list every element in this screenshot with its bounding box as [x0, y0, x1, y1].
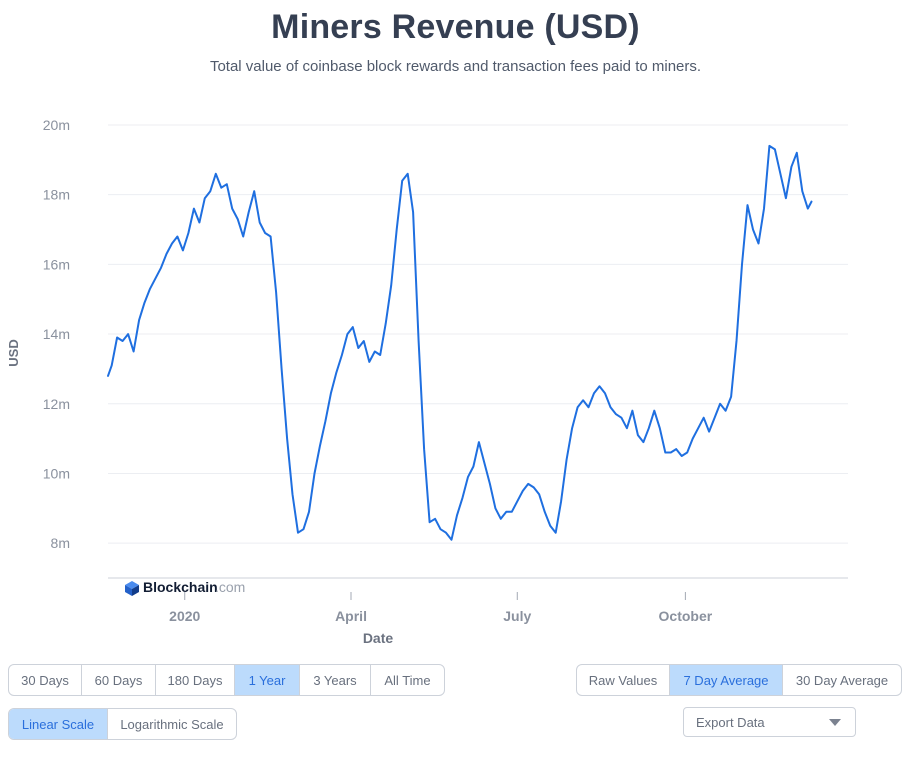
range-30-days-button[interactable]: 30 Days	[9, 665, 82, 695]
logo-cube-left-icon	[125, 585, 132, 596]
y-tick-label: 14m	[43, 326, 70, 342]
blockchain-logo: Blockchain.com	[125, 579, 245, 596]
logo-wordmark-suffix: .com	[215, 579, 245, 595]
scale-selector: Linear Scale Logarithmic Scale	[8, 708, 237, 740]
avg-30-day-average-button[interactable]: 30 Day Average	[795, 672, 889, 688]
avg-raw-values-button[interactable]: Raw Values	[577, 665, 670, 695]
x-tick-label: October	[659, 608, 713, 624]
y-tick-label: 16m	[43, 256, 70, 272]
time-range-selector: 30 Days 60 Days 180 Days 1 Year 3 Years All T…	[8, 664, 445, 696]
chart-subtitle: Total value of coinbase block rewards an…	[209, 58, 702, 75]
x-axis-title: Date	[363, 630, 394, 646]
range-180-days-button[interactable]: 180 Days	[156, 665, 235, 695]
y-tick-label: 18m	[43, 187, 70, 203]
miners-revenue-chart: 8m 10m 12m 14m 16m 18m 20m 2020 April July October…	[6, 117, 848, 646]
logo-wordmark: Blockchain	[143, 579, 218, 595]
y-tick-label: 12m	[43, 396, 70, 412]
range-60-days-button[interactable]: 60 Days	[82, 665, 156, 695]
x-tick-label: 2020	[169, 608, 200, 624]
avg-7-day-average-button[interactable]: 7 Day Average	[670, 665, 783, 695]
range-3-years-button[interactable]: 3 Years	[300, 665, 371, 695]
logo-cube-right-icon	[132, 585, 139, 596]
range-all-time-button[interactable]: All Time	[384, 672, 431, 688]
range-1-year-button[interactable]: 1 Year	[235, 665, 300, 695]
scale-logarithmic-scale-button[interactable]: Logarithmic Scale	[120, 716, 224, 732]
export-data-dropdown[interactable]: Export Data	[683, 707, 856, 737]
y-tick-label: 8m	[51, 535, 70, 551]
chart-title: Miners Revenue (USD)	[271, 8, 640, 46]
chevron-down-icon	[829, 718, 841, 726]
series-line-0	[107, 144, 813, 541]
x-tick-label: April	[335, 608, 367, 624]
x-tick-label: July	[503, 608, 531, 624]
export-data-label: Export Data	[696, 714, 765, 730]
y-tick-label: 20m	[43, 117, 70, 133]
y-tick-label: 10m	[43, 465, 70, 481]
y-axis-title: USD	[6, 339, 21, 366]
averaging-selector: Raw Values 7 Day Average 30 Day Average	[576, 664, 902, 696]
scale-linear-scale-button[interactable]: Linear Scale	[9, 709, 108, 739]
